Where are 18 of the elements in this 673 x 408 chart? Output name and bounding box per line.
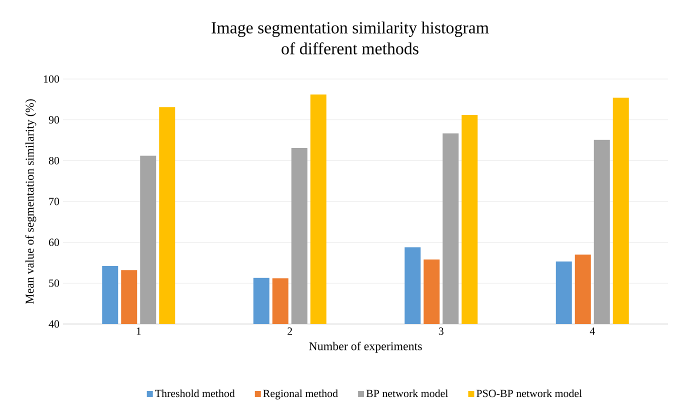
x-axis-title: Number of experiments bbox=[309, 342, 422, 353]
x-tick-label: 2 bbox=[288, 328, 292, 335]
x-tick-label: 4 bbox=[590, 328, 595, 335]
y-tick-label: 80 bbox=[48, 156, 60, 164]
legend-label: Regional method bbox=[263, 389, 338, 400]
y-tick-label: 50 bbox=[49, 279, 60, 287]
y-tick-label: 100 bbox=[44, 75, 60, 83]
y-tick-label: 60 bbox=[48, 238, 60, 246]
y-tick-label: 40 bbox=[48, 320, 60, 328]
legend-label: Threshold method bbox=[155, 389, 235, 398]
x-tick-label: 3 bbox=[438, 328, 444, 335]
x-tick-label: 1 bbox=[136, 328, 141, 335]
legend-label: BP network model bbox=[366, 389, 448, 398]
chart-title: Image segmentation similarity histogram of different methods bbox=[212, 22, 489, 54]
y-tick-label: 70 bbox=[49, 198, 60, 206]
y-tick-label: 90 bbox=[48, 116, 60, 124]
legend-label: PSO-BP network model bbox=[476, 389, 582, 398]
y-axis-title: Mean value of segmentation similarity (%) bbox=[25, 99, 36, 304]
